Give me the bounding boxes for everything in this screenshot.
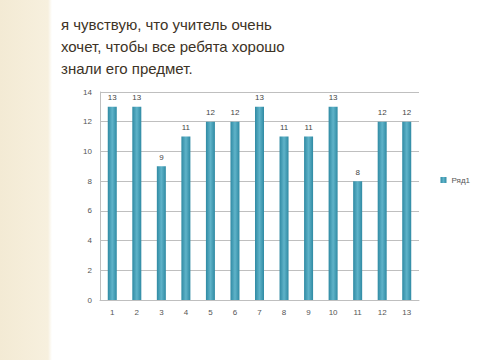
svg-text:хочет, чтобы все ребята хорошо: хочет, чтобы все ребята хорошо <box>61 38 289 55</box>
svg-text:5: 5 <box>208 308 213 317</box>
svg-text:11: 11 <box>353 308 362 317</box>
svg-text:13: 13 <box>402 308 411 317</box>
svg-text:7: 7 <box>257 308 262 317</box>
svg-text:11: 11 <box>182 123 191 132</box>
svg-text:11: 11 <box>304 123 313 132</box>
svg-text:12: 12 <box>83 117 92 126</box>
svg-text:0: 0 <box>88 296 93 305</box>
svg-text:12: 12 <box>231 108 240 117</box>
svg-text:12: 12 <box>378 108 387 117</box>
svg-text:2: 2 <box>88 266 93 275</box>
svg-text:Ряд1: Ряд1 <box>451 176 470 185</box>
svg-text:2: 2 <box>135 308 140 317</box>
svg-text:4: 4 <box>88 236 93 245</box>
svg-text:9: 9 <box>306 308 311 317</box>
svg-text:9: 9 <box>159 153 164 162</box>
svg-text:12: 12 <box>206 108 215 117</box>
svg-text:3: 3 <box>159 308 164 317</box>
svg-text:8: 8 <box>355 168 360 177</box>
svg-text:10: 10 <box>83 147 92 156</box>
svg-text:1: 1 <box>110 308 115 317</box>
svg-text:12: 12 <box>378 308 387 317</box>
svg-text:6: 6 <box>88 206 93 215</box>
svg-text:8: 8 <box>282 308 287 317</box>
svg-text:11: 11 <box>280 123 289 132</box>
svg-text:10: 10 <box>329 308 338 317</box>
svg-text:13: 13 <box>255 93 264 102</box>
svg-text:8: 8 <box>88 177 93 186</box>
svg-text:12: 12 <box>402 108 411 117</box>
svg-text:я чувствую, что учитель очень: я чувствую, что учитель очень <box>61 16 276 33</box>
svg-text:14: 14 <box>83 88 92 97</box>
svg-text:знали его предмет.: знали его предмет. <box>61 60 193 77</box>
svg-text:13: 13 <box>108 93 117 102</box>
svg-text:13: 13 <box>132 93 141 102</box>
svg-text:13: 13 <box>329 93 338 102</box>
svg-text:6: 6 <box>233 308 238 317</box>
svg-text:4: 4 <box>184 308 189 317</box>
